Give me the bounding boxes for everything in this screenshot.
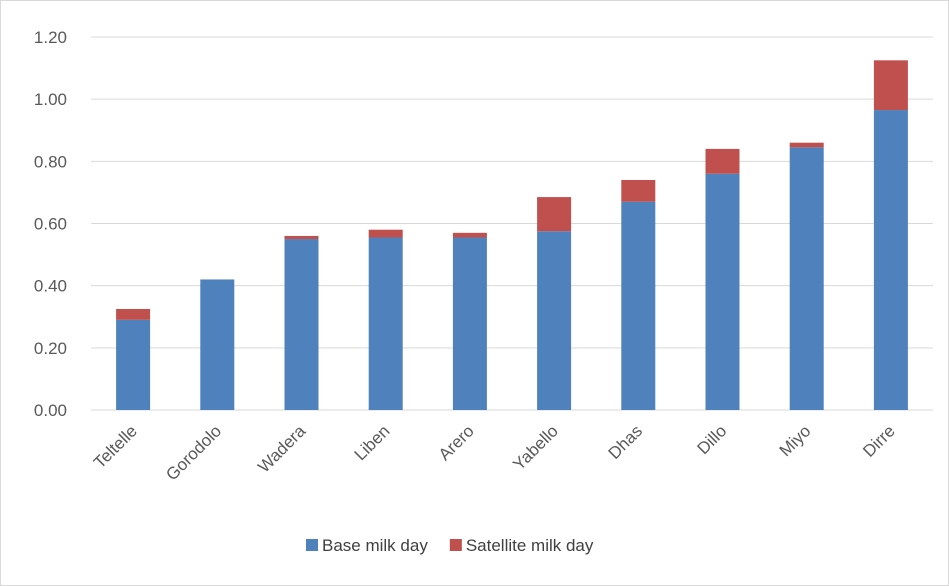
bar-base-milk-day [621,201,656,410]
bar-satellite-milk-day [284,235,319,240]
y-tick-label: 1.00 [34,90,67,109]
bar-base-milk-day [200,279,235,410]
x-tick-label: Dirre [859,421,898,460]
x-tick-label: Yabello [509,421,562,474]
bar-base-milk-day [789,147,824,411]
y-tick-label: 0.80 [34,152,67,171]
bar-base-milk-day [368,237,403,410]
x-tick-label: Teltelle [90,421,141,472]
x-tick-label: Liben [351,421,394,464]
y-axis-tick-labels: 0.00 0.20 0.40 0.60 0.80 1.00 1.20 [34,28,67,420]
y-tick-label: 1.20 [34,28,67,47]
legend-label: Base milk day [322,536,428,555]
legend: Base milk day Satellite milk day [306,536,594,555]
legend-swatch [306,539,318,551]
x-tick-label: Wadera [254,421,309,476]
y-tick-label: 0.00 [34,401,67,420]
x-tick-label: Miyo [776,421,815,460]
bar-base-milk-day [284,239,319,410]
bars [116,60,908,411]
bar-base-milk-day [537,231,572,410]
x-tick-label: Dhas [605,421,646,462]
bar-satellite-milk-day [537,197,572,232]
bar-satellite-milk-day [621,179,656,202]
bar-satellite-milk-day [873,60,908,111]
bar-base-milk-day [873,110,908,410]
legend-swatch [449,539,462,551]
bar-satellite-milk-day [368,229,403,238]
bar-satellite-milk-day [116,308,151,320]
legend-label: Satellite milk day [466,536,594,555]
bar-satellite-milk-day [789,142,824,148]
bar-base-milk-day [705,173,740,410]
bar-satellite-milk-day [452,232,487,238]
x-tick-label: Dillo [694,421,731,458]
x-axis-tick-labels: Teltelle Gorodolo Wadera Liben Arero Yabello D… [90,421,899,484]
y-tick-label: 0.20 [34,339,67,358]
x-tick-label: Arero [435,421,478,464]
y-tick-label: 0.40 [34,277,67,296]
x-tick-label: Gorodolo [162,421,225,484]
bar-base-milk-day [116,319,151,410]
bar-satellite-milk-day [705,148,740,174]
y-tick-label: 0.60 [34,215,67,234]
bar-base-milk-day [452,237,487,410]
